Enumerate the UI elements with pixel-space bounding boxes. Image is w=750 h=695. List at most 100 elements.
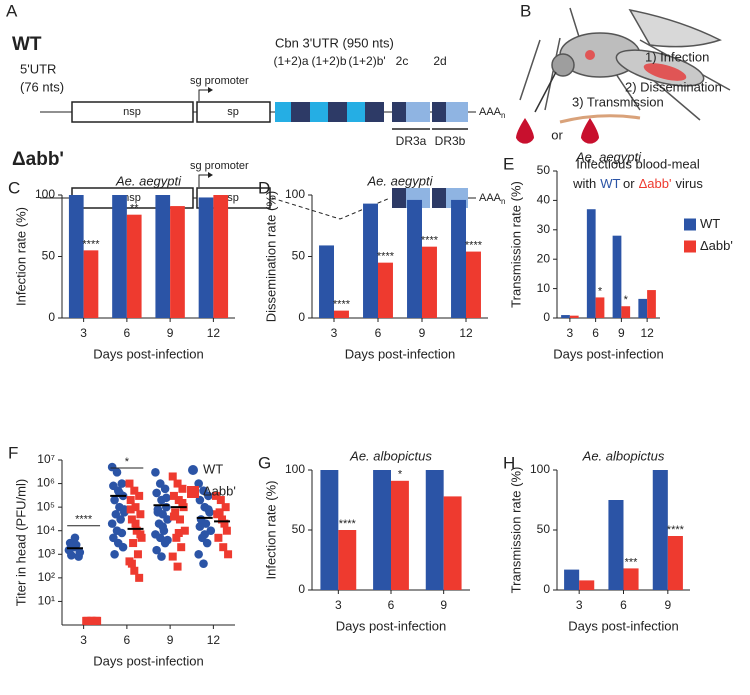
- point: [127, 515, 136, 524]
- bar: [561, 315, 570, 318]
- legend-label: WT: [203, 461, 223, 476]
- point: [211, 491, 220, 500]
- bar: [407, 199, 422, 318]
- point: [195, 522, 205, 531]
- x-tick-label: 9: [664, 598, 671, 612]
- polya: AAAn: [479, 106, 505, 120]
- significance: ****: [333, 299, 351, 311]
- significance: *: [598, 285, 603, 297]
- panel-label: A: [6, 1, 18, 20]
- x-tick-label: 12: [207, 633, 221, 647]
- y-tick-label: 50: [292, 249, 306, 263]
- bar: [638, 298, 648, 318]
- bar: [198, 197, 214, 318]
- significance: **: [130, 203, 139, 215]
- panel-label: D: [258, 178, 270, 197]
- x-axis-label: Days post-infection: [336, 618, 447, 633]
- point: [130, 486, 139, 495]
- x-tick-label: 6: [620, 598, 627, 612]
- step-label: 2) Dissemination: [625, 79, 722, 94]
- y-tick-label: 50: [42, 249, 56, 263]
- x-tick-label: 3: [331, 326, 338, 340]
- x-tick-label: 9: [167, 326, 174, 340]
- nsp-box: [71, 101, 194, 123]
- caption: with WT or Δabb' virus: [572, 176, 703, 191]
- element-label: (1+2)b: [311, 54, 346, 68]
- point: [126, 505, 135, 514]
- blood-drop: [516, 118, 534, 144]
- point: [88, 616, 97, 625]
- point: [119, 508, 129, 517]
- element-label: 2c: [396, 54, 409, 68]
- y-tick-label: 0: [543, 582, 550, 596]
- point: [214, 533, 223, 542]
- legend-label: Δabb': [203, 483, 236, 498]
- utr5-label: 5'UTR: [20, 61, 56, 76]
- point: [107, 519, 117, 528]
- panel-label: B: [520, 1, 531, 20]
- utr5-length: (76 nts): [20, 79, 64, 94]
- point: [218, 515, 227, 524]
- repeat-label: DR3a: [396, 134, 427, 148]
- point: [199, 559, 208, 568]
- promoter-label: sg promoter: [190, 160, 249, 172]
- y-tick-label: 0: [48, 310, 55, 324]
- caption: Infectious blood-meal: [576, 156, 700, 171]
- point: [133, 550, 142, 559]
- or-label: or: [551, 127, 563, 142]
- point: [163, 535, 172, 545]
- arrowhead: [208, 172, 213, 178]
- point: [224, 550, 233, 559]
- point: [75, 548, 85, 557]
- y-tick-label: 10: [537, 281, 551, 295]
- chart-title: Ae. albopictus: [349, 448, 432, 463]
- x-tick-label: 12: [640, 326, 654, 340]
- y-tick-label: 100: [285, 462, 305, 476]
- x-tick-label: 3: [567, 326, 574, 340]
- significance: ***: [625, 556, 639, 568]
- x-tick-label: 9: [419, 326, 426, 340]
- x-axis-label: Days post-infection: [93, 653, 204, 668]
- caption-text: with: [572, 176, 596, 191]
- point: [110, 549, 119, 559]
- sp-label: sp: [227, 192, 239, 204]
- point: [194, 549, 203, 559]
- bar: [378, 262, 393, 318]
- point: [162, 493, 171, 503]
- bar: [363, 203, 378, 318]
- chart-title: Ae. aegypti: [366, 173, 433, 188]
- blood-drop: [581, 118, 599, 144]
- y-tick-label: 10⁵: [37, 499, 55, 513]
- y-axis-label: Titer in head (PFU/ml): [13, 479, 28, 606]
- point: [168, 472, 177, 481]
- point: [222, 526, 231, 535]
- point: [153, 508, 163, 517]
- point: [169, 491, 178, 500]
- x-tick-label: 9: [618, 326, 625, 340]
- construct-title: Δabb': [12, 149, 64, 170]
- y-axis-label: Infection rate (%): [263, 481, 278, 580]
- bar: [170, 206, 185, 318]
- point: [71, 540, 81, 550]
- point: [125, 479, 134, 488]
- x-axis-label: Days post-infection: [553, 346, 664, 361]
- x-axis-label: Days post-infection: [568, 618, 679, 633]
- point: [93, 616, 102, 625]
- bar: [652, 470, 668, 590]
- point: [178, 484, 187, 493]
- legend-label: Δabb': [700, 238, 733, 253]
- y-tick-label: 10¹: [38, 594, 55, 608]
- sp-label: sp: [227, 106, 239, 118]
- point: [169, 512, 178, 521]
- repeat-label: DR3b: [435, 134, 466, 148]
- point: [131, 519, 140, 528]
- x-tick-label: 6: [375, 326, 382, 340]
- sp-box: [196, 101, 271, 123]
- point: [180, 526, 189, 535]
- caption-text: virus: [675, 176, 703, 191]
- bar: [608, 500, 624, 590]
- legend-swatch: [684, 240, 696, 253]
- bar: [564, 569, 580, 590]
- x-tick-label: 6: [388, 598, 395, 612]
